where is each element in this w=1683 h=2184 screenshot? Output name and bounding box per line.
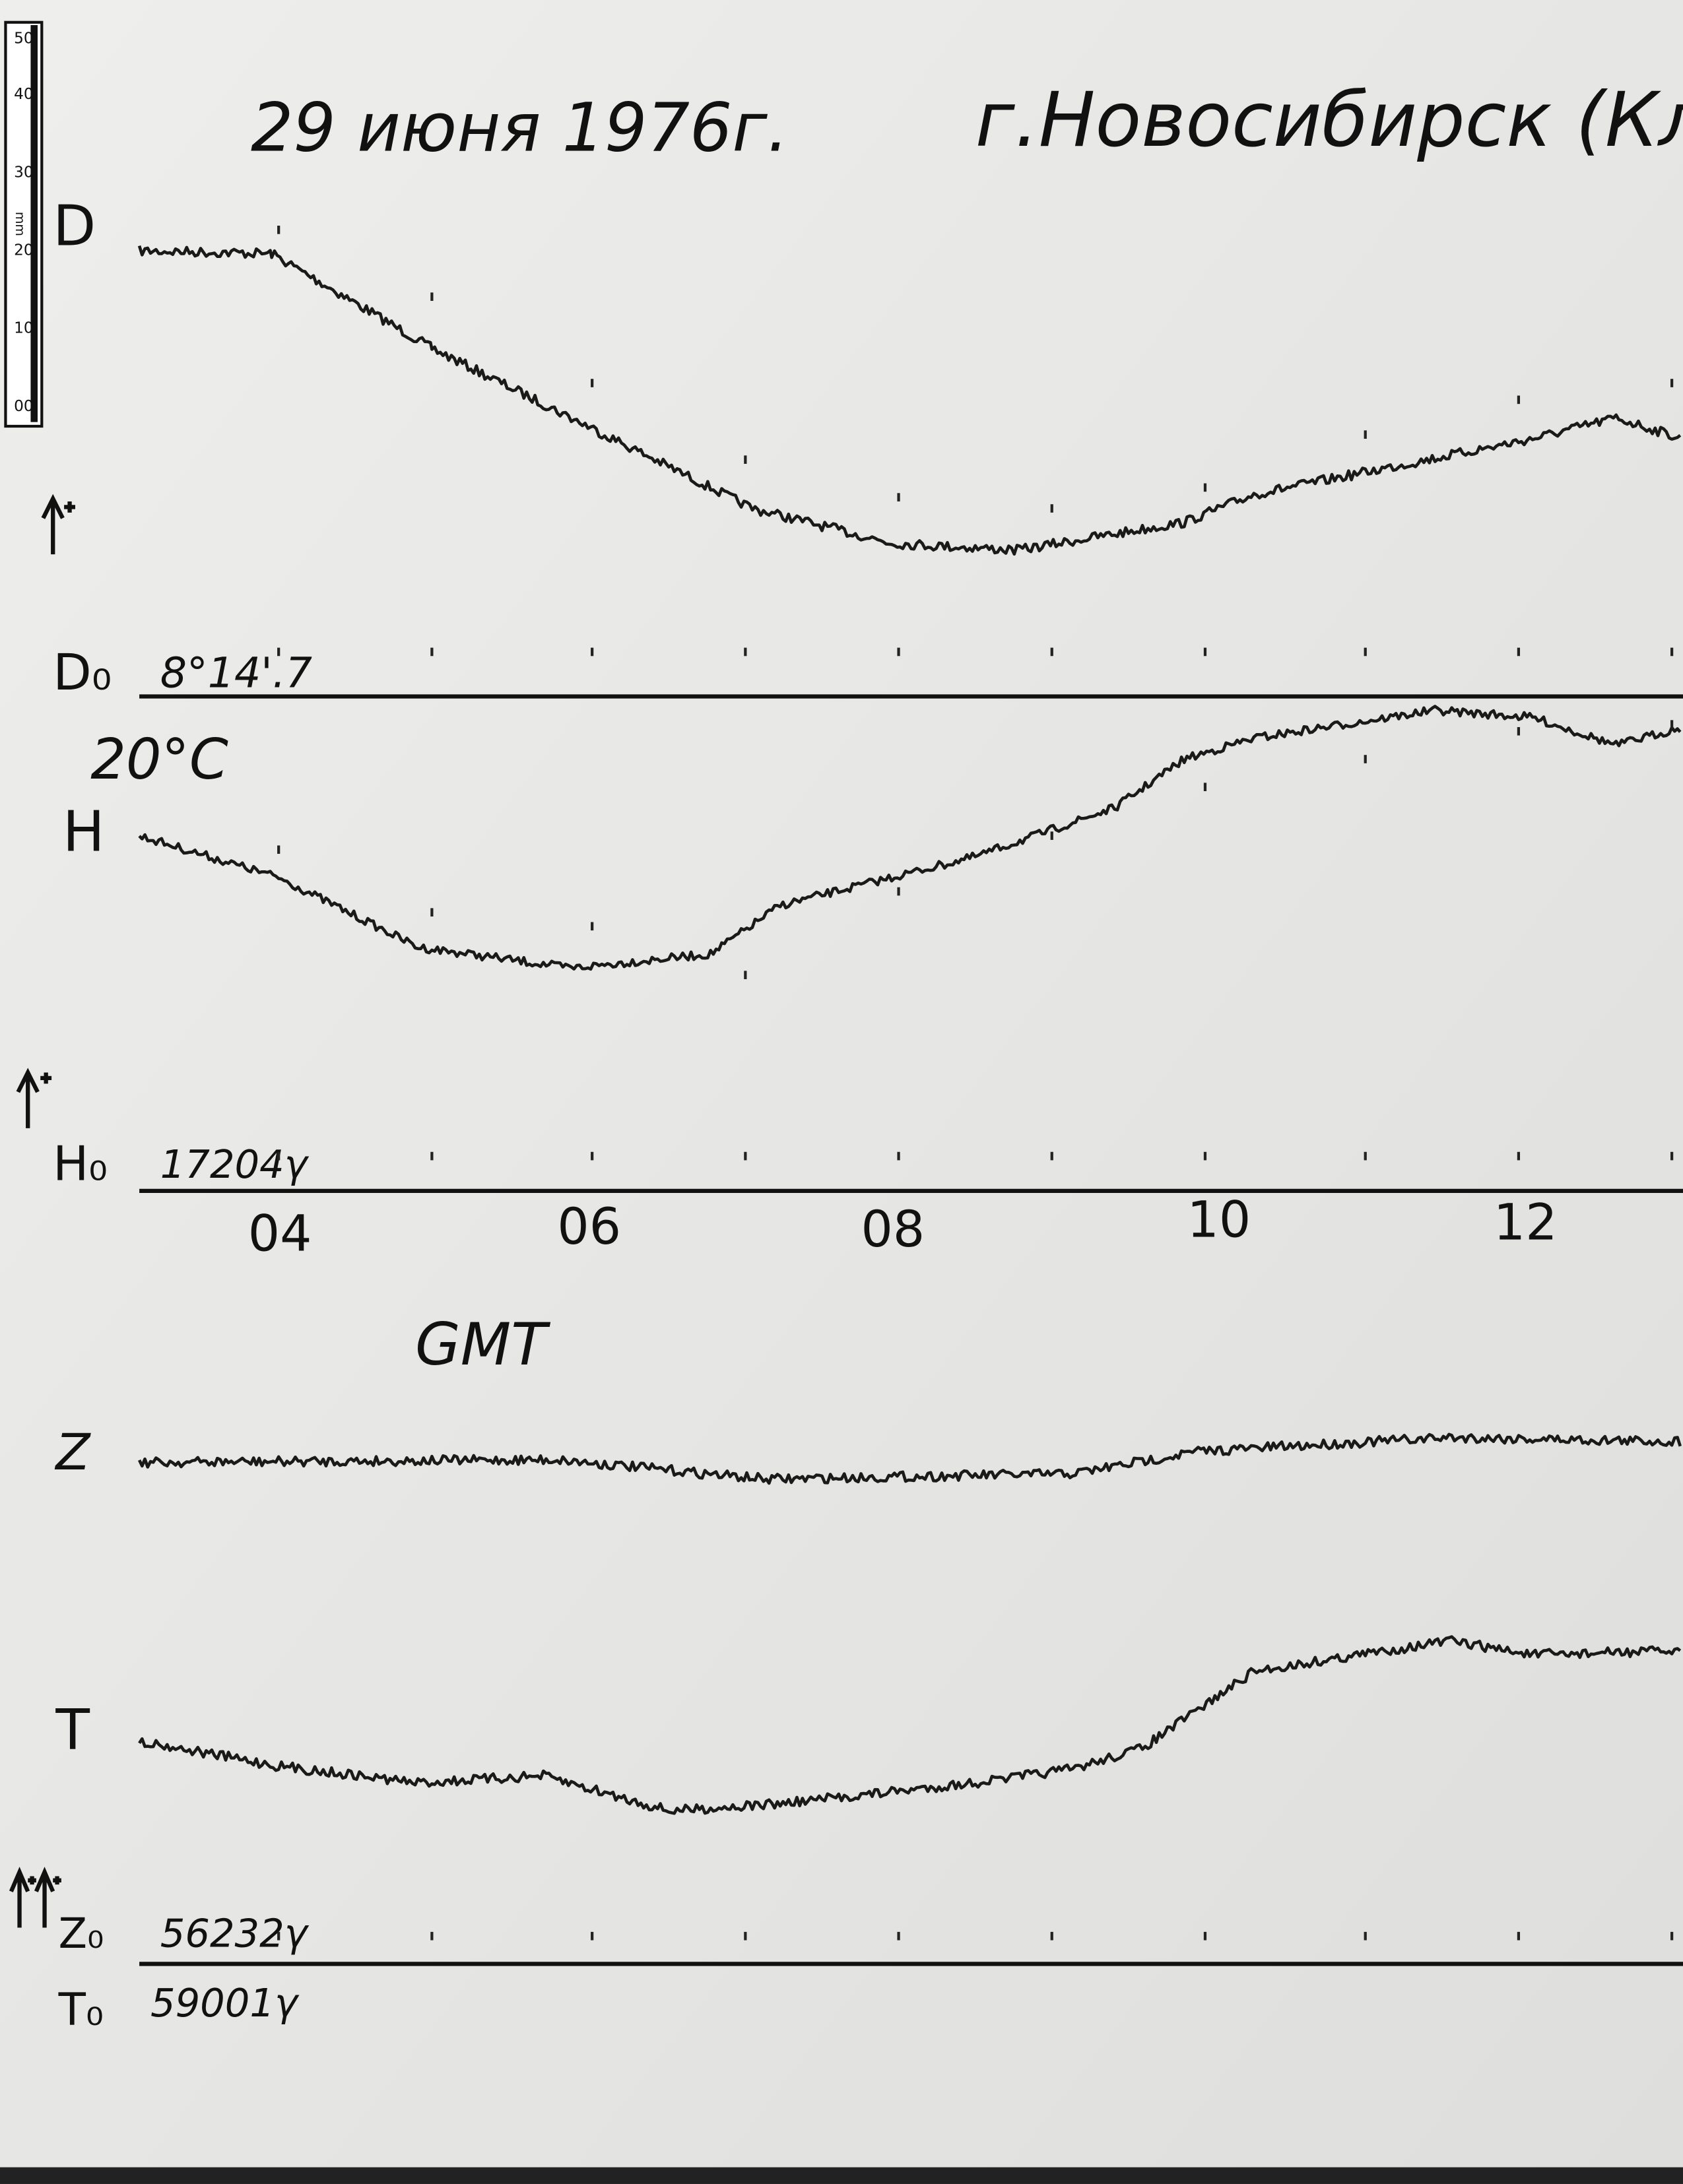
base-value: 56232γ (160, 1910, 310, 1956)
bottom-edge (0, 2167, 1683, 2184)
time-unit: GMT (415, 1310, 550, 1378)
hour-mark (897, 1151, 900, 1161)
hour-mark (1670, 1151, 1674, 1161)
hour-mark (744, 647, 747, 657)
hour-mark (430, 908, 434, 917)
traces (137, 226, 1683, 1966)
trace-line (137, 1432, 1682, 1485)
hour-mark (1364, 430, 1367, 439)
time-label: 12 (1494, 1193, 1558, 1252)
hour-mark (1364, 647, 1367, 657)
temperature-note: 20°C (90, 727, 228, 792)
time-label: 06 (557, 1197, 621, 1256)
base-value: 17204γ (160, 1141, 310, 1187)
hour-mark (744, 1151, 747, 1161)
time-label: 04 (248, 1204, 312, 1263)
hour-mark (591, 1151, 594, 1161)
arrows (9, 494, 75, 1928)
hour-mark (591, 379, 594, 387)
hour-mark (1203, 647, 1207, 657)
trace-line (138, 1635, 1682, 1815)
hour-mark (1050, 647, 1053, 657)
hour-mark (1670, 720, 1674, 729)
ruler-unit: mm (13, 212, 27, 236)
base-label: H₀ (53, 1136, 108, 1192)
hour-mark (591, 1931, 594, 1941)
base-label: D₀ (53, 643, 112, 701)
ruler-label: 30 (14, 163, 34, 181)
hour-mark (897, 647, 900, 657)
base-label: Z₀ (59, 1909, 104, 1958)
hour-mark (1517, 647, 1521, 657)
hour-mark (430, 647, 434, 657)
hour-mark (277, 647, 280, 657)
hour-mark (277, 1931, 280, 1941)
hour-mark (744, 971, 747, 980)
hour-mark (1670, 379, 1674, 387)
hour-mark (277, 1151, 280, 1161)
trace-label: D (53, 193, 96, 258)
date: 29 июня 1976г. (251, 88, 789, 166)
hour-mark (744, 1931, 747, 1941)
hour-mark (430, 1931, 434, 1941)
hour-mark (1203, 483, 1207, 492)
ruler-label: 50 (14, 30, 34, 48)
hour-mark (1050, 1151, 1053, 1161)
hour-mark (1050, 504, 1053, 513)
hour-mark (1517, 395, 1521, 404)
trace-label: H (63, 800, 104, 864)
hour-mark (1050, 831, 1053, 840)
hour-mark (591, 647, 594, 657)
hour-mark (1517, 1151, 1521, 1161)
ruler-label: 00 (14, 397, 34, 415)
hour-mark (897, 887, 900, 896)
ruler-label: 20 (14, 241, 34, 259)
hour-mark (1517, 726, 1521, 736)
time-label: 08 (861, 1200, 925, 1258)
time-label: 10 (1187, 1190, 1251, 1248)
hour-mark (1670, 1931, 1674, 1941)
base-value: 59001γ (150, 1980, 300, 2026)
hour-mark (897, 493, 900, 501)
hour-mark (277, 226, 280, 234)
trace-line (138, 705, 1682, 971)
ruler-label: 40 (14, 85, 34, 103)
trace-line (137, 245, 1682, 556)
hour-mark (897, 1931, 900, 1941)
hour-mark (1364, 1151, 1367, 1161)
hour-mark (1364, 755, 1367, 763)
hour-mark (591, 922, 594, 931)
hour-mark (277, 845, 280, 854)
hour-mark (744, 455, 747, 464)
hour-mark (1364, 1931, 1367, 1941)
hour-mark (430, 1151, 434, 1161)
hour-mark (1203, 783, 1207, 792)
hour-mark (1670, 647, 1674, 657)
trace-label: T (55, 1698, 90, 1762)
hour-mark (430, 292, 434, 301)
hour-mark (1050, 1931, 1053, 1941)
hour-mark (1203, 1151, 1207, 1161)
place: г.Новосибирск (Клн (975, 76, 1683, 164)
base-label: T₀ (58, 1983, 104, 2036)
hour-mark (1517, 1931, 1521, 1941)
ruler: 50 40 30 20 10 00 mm (4, 20, 44, 428)
hour-mark (1203, 1931, 1207, 1941)
base-value: 8°14'.7 (160, 648, 312, 697)
trace-label: Z (54, 1423, 91, 1481)
ruler-label: 10 (14, 319, 34, 337)
